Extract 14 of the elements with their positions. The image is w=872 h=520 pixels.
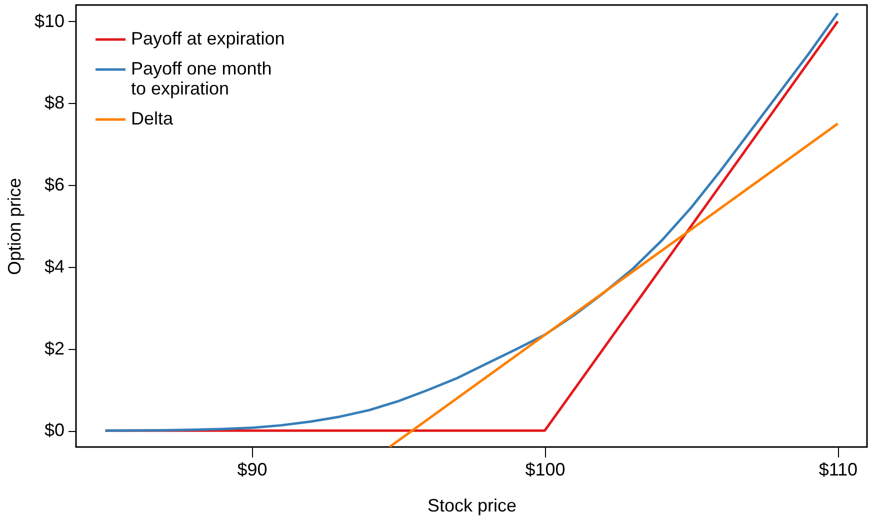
y-tick-label: $6 — [44, 174, 64, 195]
y-tick-label: $10 — [34, 10, 64, 31]
x-tick-label: $90 — [237, 460, 268, 480]
x-axis-title: Stock price — [427, 496, 517, 516]
y-axis-title: Option price — [4, 178, 24, 276]
legend-label: Payoff one month to expiration — [131, 58, 272, 98]
x-tick-label: $100 — [525, 460, 566, 480]
y-tick-label: $8 — [44, 92, 64, 113]
y-tick-label: $0 — [44, 420, 64, 440]
x-tick-label: $110 — [818, 460, 858, 480]
legend-label: Delta — [131, 108, 174, 128]
legend-label: Payoff at expiration — [131, 28, 285, 48]
y-tick-label: $2 — [44, 338, 64, 358]
y-tick-label: $4 — [44, 256, 64, 276]
